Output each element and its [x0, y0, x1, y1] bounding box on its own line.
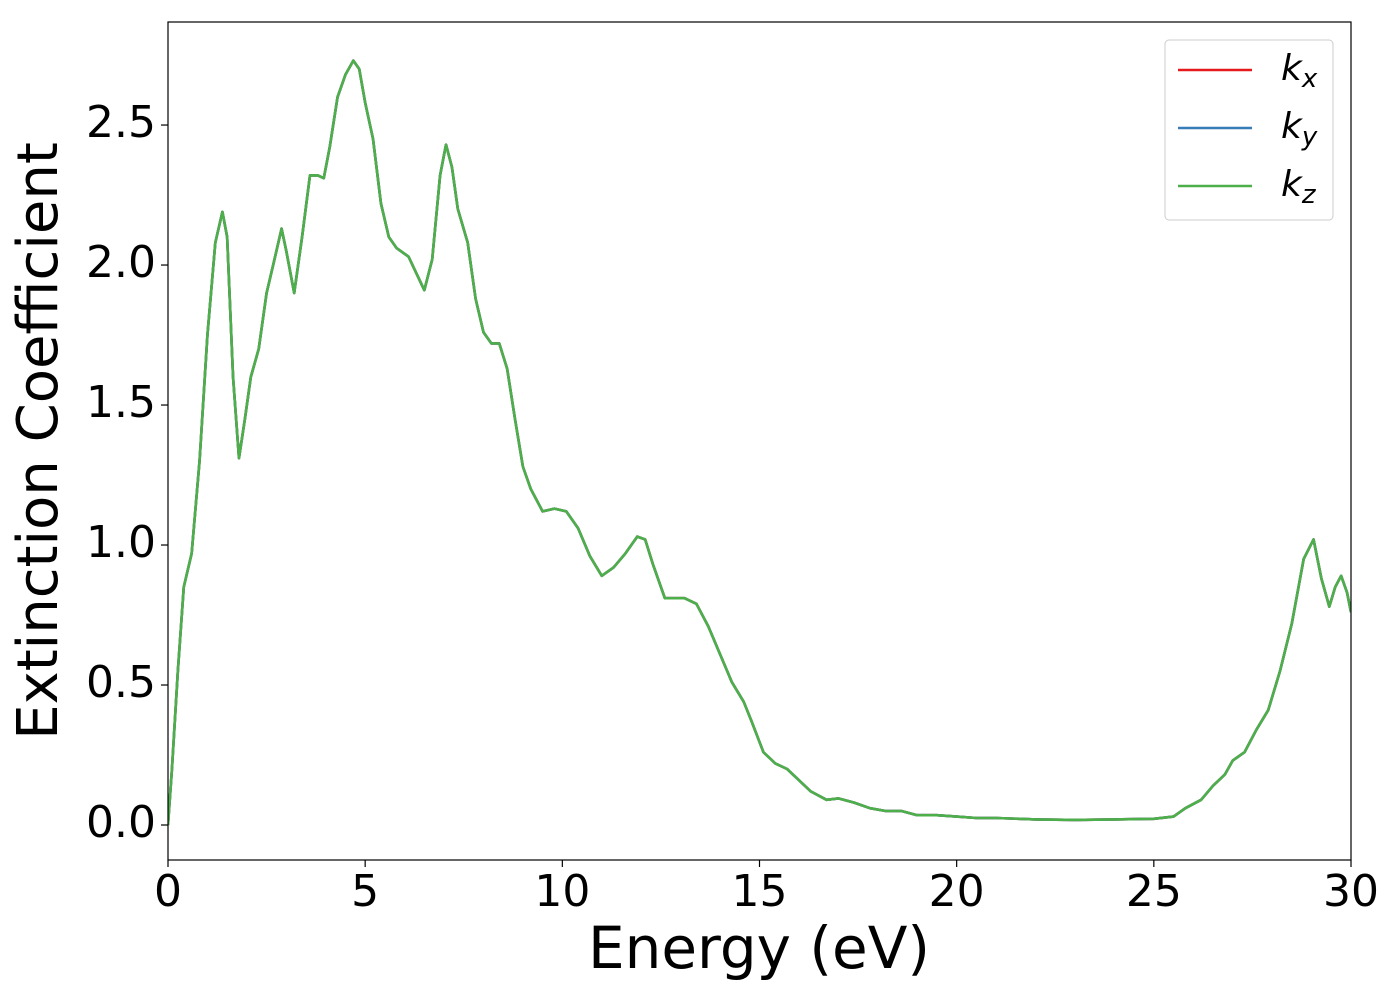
legend: kx ky kz [1164, 39, 1334, 221]
y-tick-label: 0.5 [86, 657, 156, 708]
x-tick-label: 30 [1323, 866, 1379, 917]
x-tick-label: 10 [534, 866, 590, 917]
legend-label: kz [1281, 164, 1317, 210]
x-tick-label: 5 [351, 866, 379, 917]
x-tick-label: 20 [929, 866, 985, 917]
legend-label: kx [1281, 48, 1318, 94]
y-axis-label: Extinction Coefficient [6, 142, 71, 740]
y-tick-label: 2.5 [86, 97, 156, 148]
x-tick-label: 0 [154, 866, 182, 917]
plot-frame [167, 21, 1352, 861]
legend-label: ky [1281, 106, 1318, 152]
y-tick-label: 1.0 [86, 517, 156, 568]
legend-box [1164, 39, 1334, 221]
plot-lines [168, 59, 1351, 826]
x-axis-label: Energy (eV) [588, 914, 930, 982]
x-tick-label: 25 [1126, 866, 1182, 917]
y-tick-label: 1.5 [86, 377, 156, 428]
series-line [168, 59, 1351, 826]
y-tick-label: 0.0 [86, 797, 156, 848]
x-tick-label: 15 [732, 866, 788, 917]
y-tick-label: 2.0 [86, 237, 156, 288]
